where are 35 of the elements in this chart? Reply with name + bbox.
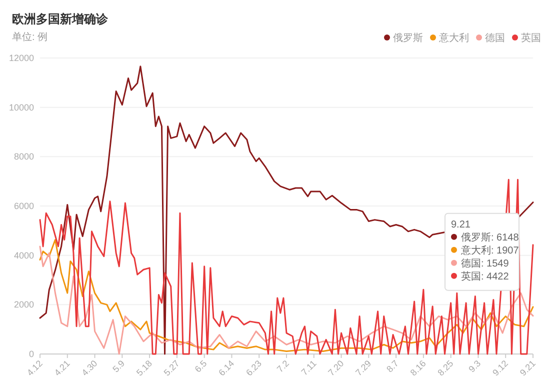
x-tick-label: 8.16 bbox=[408, 358, 428, 378]
chart-title: 欧洲多国新增确诊 bbox=[12, 12, 109, 26]
chart-subtitle: 单位: 例 bbox=[12, 31, 48, 43]
x-tick-label: 7.29 bbox=[354, 358, 374, 378]
y-tick-label: 0 bbox=[28, 349, 34, 359]
y-tick-label: 4000 bbox=[14, 250, 34, 260]
legend-label: 意大利 bbox=[438, 32, 469, 44]
x-tick-label: 7.2 bbox=[274, 358, 291, 374]
x-tick-label: 4.21 bbox=[52, 358, 72, 378]
x-tick-label: 4.30 bbox=[80, 358, 100, 378]
annotation: 俄罗斯: 6148 bbox=[461, 231, 520, 244]
x-tick-label: 4.12 bbox=[24, 358, 44, 378]
y-tick-label: 12000 bbox=[8, 53, 34, 63]
x-tick-label: 9.3 bbox=[466, 358, 483, 374]
x-tick-label: 6.23 bbox=[244, 358, 264, 378]
annotation: 9.21 bbox=[451, 219, 471, 230]
x-tick-label: 7.20 bbox=[326, 358, 346, 378]
x-tick-label: 9.21 bbox=[518, 358, 538, 378]
x-tick-label: 7.11 bbox=[299, 358, 318, 378]
y-tick-label: 8000 bbox=[14, 152, 34, 162]
annotation: 英国: 4422 bbox=[461, 270, 510, 282]
x-tick-label: 5.9 bbox=[110, 358, 127, 374]
x-tick-label: 6.14 bbox=[216, 358, 236, 378]
legend-label: 德国 bbox=[485, 33, 505, 44]
x-tick-label: 5.18 bbox=[134, 358, 154, 378]
legend-label: 俄罗斯 bbox=[393, 32, 423, 44]
y-tick-label: 10000 bbox=[8, 102, 34, 112]
y-tick-label: 2000 bbox=[14, 300, 34, 310]
x-tick-label: 9.12 bbox=[490, 358, 510, 378]
annotation: 意大利: 1907 bbox=[460, 244, 520, 256]
legend-label: 英国 bbox=[521, 32, 541, 44]
y-tick-label: 6000 bbox=[14, 201, 34, 211]
annotation: 德国: 1549 bbox=[461, 258, 510, 270]
x-tick-label: 8.7 bbox=[384, 358, 400, 374]
x-tick-label: 6.5 bbox=[192, 358, 209, 374]
